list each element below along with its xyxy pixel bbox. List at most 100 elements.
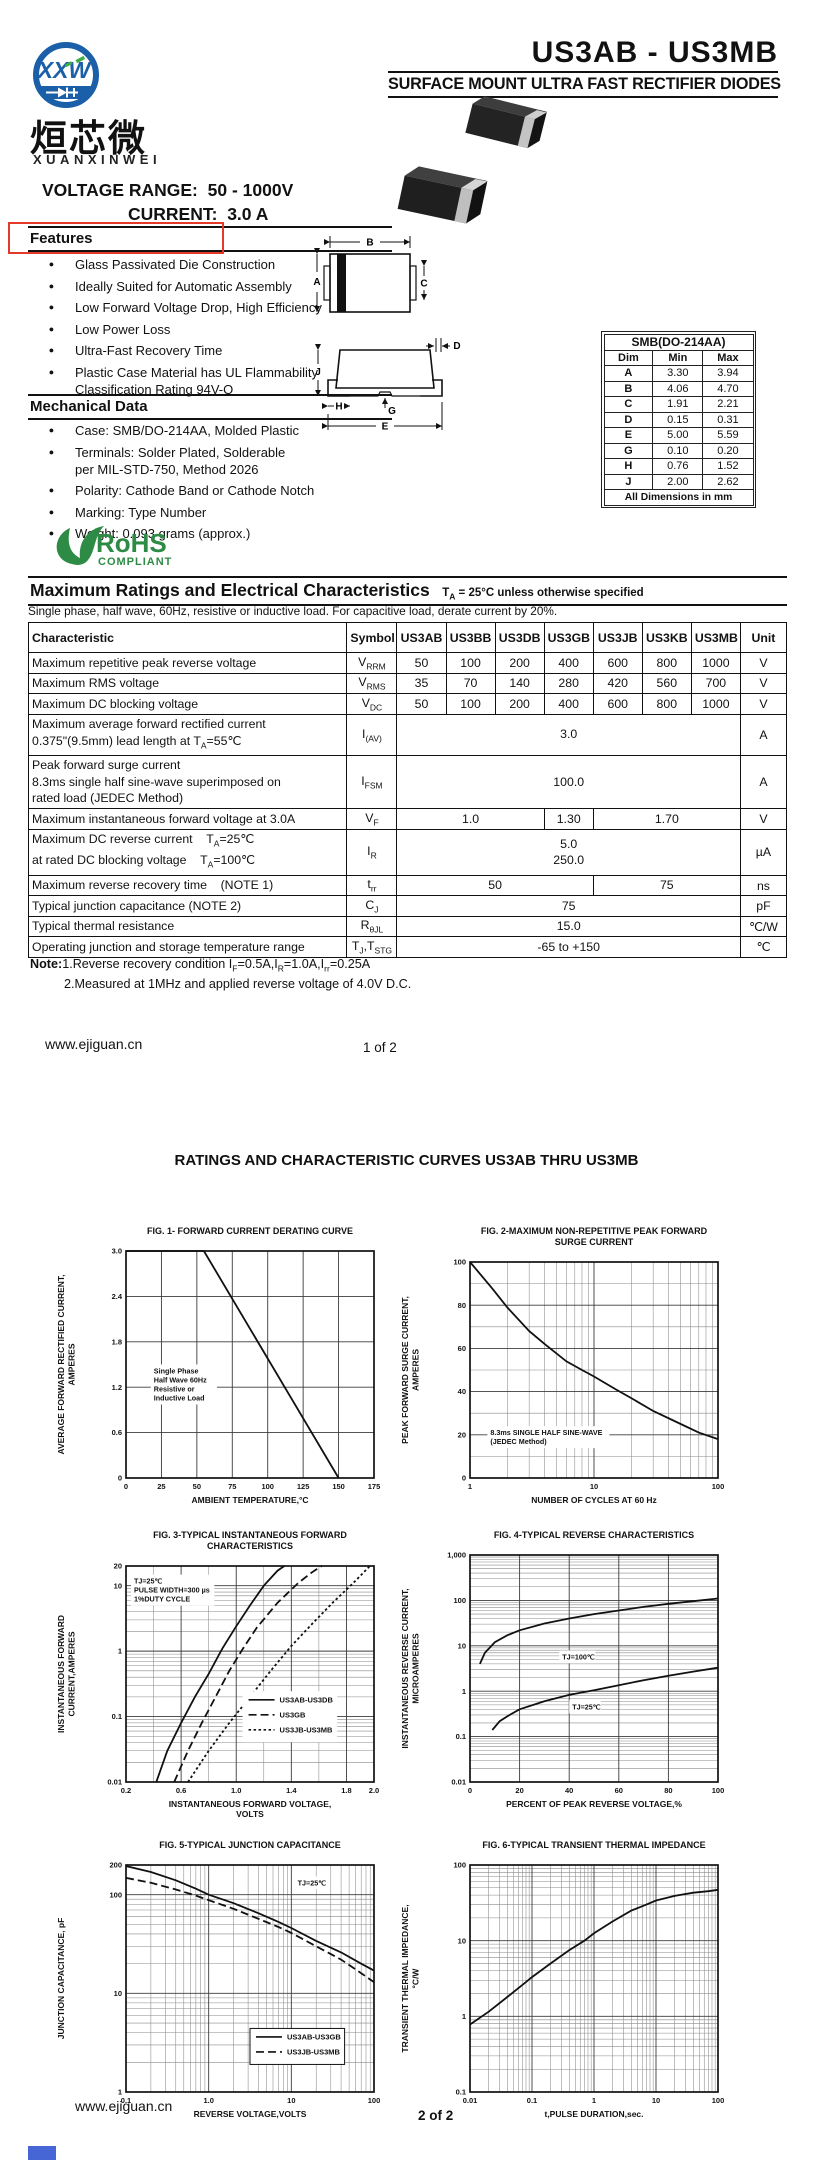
dims-value: 2.00 — [652, 473, 704, 490]
ratings-value: 75 — [592, 874, 741, 897]
ratings-symbol: RθJL — [346, 915, 398, 938]
ratings-value: 1.70 — [592, 808, 741, 830]
logo-green-dash-1 — [75, 55, 86, 64]
svg-text:AMPERES: AMPERES — [67, 1343, 77, 1385]
dims-row: A 3.30 3.94 — [603, 365, 754, 382]
svg-text:INSTANTANEOUS REVERSE CURRENT,: INSTANTANEOUS REVERSE CURRENT, — [400, 1588, 410, 1748]
ratings-characteristic: Maximum DC reverse current TA=25℃ at rate… — [27, 828, 348, 876]
tick-labels: 0 25 50 75 100 125 150 175 0 0.6 1.2 1.8 2.4 3.0 — [112, 1247, 381, 1491]
dims-letter: J — [603, 473, 654, 490]
svg-text:2.4: 2.4 — [112, 1292, 123, 1301]
annotation: 8.3ms SINGLE HALF SINE-WAVE(JEDEC Method… — [487, 1426, 610, 1449]
list-item: ● Low Power Loss — [28, 321, 398, 338]
bullet-icon: ● — [48, 280, 55, 291]
features-heading: Features — [28, 226, 392, 252]
ratings-value: 1.0 — [396, 808, 545, 830]
chart-title: FIG. 5-TYPICAL JUNCTION CAPACITANCE — [159, 1840, 341, 1850]
company-logo: XXW — [18, 42, 128, 112]
dims-value: 3.30 — [652, 365, 704, 382]
lead-right — [409, 265, 417, 301]
ratings-symbol: I(AV) — [346, 713, 398, 756]
svg-text:FIG. 4-TYPICAL REVERSE CHARACT: FIG. 4-TYPICAL REVERSE CHARACTERISTICS — [494, 1530, 694, 1540]
svg-text:0: 0 — [118, 1474, 122, 1483]
svg-text:1.4: 1.4 — [286, 1786, 297, 1795]
package-photos — [388, 82, 598, 237]
ratings-symbol: VF — [346, 808, 398, 830]
svg-text:JUNCTION CAPACITANCE, pF: JUNCTION CAPACITANCE, pF — [56, 1918, 66, 2040]
plot-border — [125, 1565, 375, 1783]
list-item-text: Ideally Suited for Automatic Assembly — [75, 278, 292, 294]
ratings-condition: TA = 25°C unless otherwise specified — [442, 587, 644, 602]
svg-text:0.6: 0.6 — [112, 1428, 122, 1437]
header-rule-bottom — [388, 96, 778, 98]
svg-text:75: 75 — [228, 1482, 236, 1491]
svg-text:1: 1 — [118, 1647, 122, 1656]
logo-band — [36, 86, 96, 99]
ratings-unit: pF — [739, 895, 788, 917]
ratings-unit: A — [739, 754, 788, 810]
dims-letter: D — [603, 411, 654, 428]
svg-text:FIG. 2-MAXIMUM NON-REPETITIVE: FIG. 2-MAXIMUM NON-REPETITIVE PEAK FORWA… — [481, 1226, 708, 1236]
svg-text:0.1: 0.1 — [527, 2096, 537, 2105]
ratings-characteristic: Maximum DC blocking voltage — [27, 693, 348, 715]
svg-text:US3AB-US3DB: US3AB-US3DB — [280, 1695, 334, 1704]
ratings-value: 400 — [543, 652, 594, 674]
svg-text:INSTANTANEOUS FORWARD: INSTANTANEOUS FORWARD — [56, 1615, 66, 1733]
ratings-value: 15.0 — [396, 915, 741, 938]
standoff-line — [350, 391, 420, 397]
ratings-row: Maximum reverse recovery time (NOTE 1) tr… — [27, 874, 788, 897]
svg-text:10: 10 — [652, 2096, 660, 2105]
bullet-icon: ● — [48, 528, 55, 538]
rohs-compliant-text: COMPLIANT — [98, 556, 172, 568]
series-US3JB-US3MB — [187, 1565, 371, 1783]
ratings-symbol: VRRM — [346, 652, 398, 674]
page-title: US3AB - US3MB — [531, 36, 778, 69]
dimensions-table: SMB(DO-214AA) Dim Min Max A 3.30 3.94 B 4.06 4.70… — [601, 331, 756, 508]
ratings-value: 600 — [592, 693, 643, 715]
list-item: ● Weight: 0.093 grams (approx.) — [28, 525, 398, 542]
dims-letter: B — [603, 380, 654, 397]
y-axis-label: TRANSIENT THERMAL IMPEDANCE, °C/W — [400, 1904, 421, 2052]
package-outline-side-view: D J H G E — [308, 336, 468, 444]
ratings-value: 600 — [592, 652, 643, 674]
svg-text:0.1: 0.1 — [456, 1732, 466, 1741]
ratings-value: 100 — [445, 652, 496, 674]
logo-green-dash-2 — [64, 61, 73, 68]
dims-row: E 5.00 5.59 — [603, 427, 754, 444]
svg-text:0.1: 0.1 — [456, 2088, 466, 2097]
bullet-icon: ● — [48, 323, 55, 334]
svg-text:10: 10 — [458, 1936, 466, 1945]
ratings-characteristic: Peak forward surge current 8.3ms single h… — [27, 754, 348, 810]
dims-row: B 4.06 4.70 — [603, 380, 754, 397]
ratings-row: Maximum instantaneous forward voltage at… — [27, 808, 788, 830]
svg-text:0.6: 0.6 — [176, 1786, 186, 1795]
ratings-col-header: Symbol — [346, 622, 398, 653]
legend: US3AB-US3GB US3JB-US3MB — [249, 2027, 346, 2065]
dims-value: 0.31 — [702, 411, 754, 428]
chart-title: FIG. 4-TYPICAL REVERSE CHARACTERISTICS — [494, 1530, 694, 1540]
list-item: ● Low Forward Voltage Drop, High Efficien… — [28, 299, 398, 316]
rohs-logo: RoHS COMPLIANT — [50, 520, 210, 572]
dims-value: 0.76 — [652, 458, 704, 475]
svg-text:1: 1 — [118, 2088, 122, 2097]
svg-text:0.01: 0.01 — [463, 2096, 478, 2105]
svg-text:3.0: 3.0 — [112, 1247, 122, 1256]
ratings-value: 3.0 — [396, 713, 741, 756]
svg-text:FIG. 5-TYPICAL JUNCTION CAPACI: FIG. 5-TYPICAL JUNCTION CAPACITANCE — [159, 1840, 341, 1850]
list-item-text: Glass Passivated Die Construction — [75, 257, 276, 272]
ratings-symbol: IR — [346, 828, 398, 876]
svg-text:US3AB-US3GB: US3AB-US3GB — [287, 2032, 341, 2041]
svg-text:1.2: 1.2 — [112, 1383, 122, 1392]
bullet-icon: ● — [48, 506, 55, 517]
svg-text:1.8: 1.8 — [341, 1786, 351, 1795]
dims-value: 0.15 — [652, 411, 704, 428]
bullet-icon: ● — [48, 425, 55, 435]
svg-text:100: 100 — [712, 2096, 725, 2105]
svg-text:100: 100 — [712, 1482, 725, 1491]
logo-diode-symbol — [58, 87, 67, 98]
lead-left-side — [327, 379, 350, 397]
note-line-1: Note:1.Reverse recovery condition IF=0.5… — [30, 957, 371, 974]
footer-site-page1: www.ejiguan.cn — [45, 1036, 143, 1052]
